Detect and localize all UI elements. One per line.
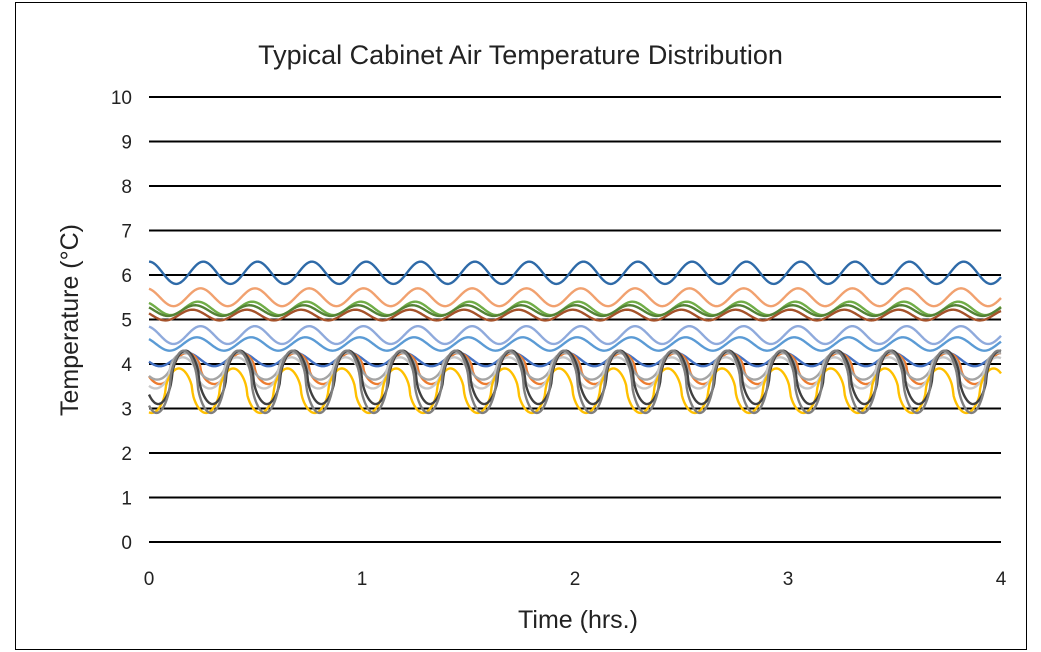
y-tick-labels: 0 1 2 3 4 5 6 7 8 9 10 <box>111 88 133 554</box>
y-tick-label-9: 9 <box>121 133 132 154</box>
x-tick-label-0: 0 <box>144 569 155 590</box>
x-tick-label-3: 3 <box>783 569 794 590</box>
series-line-5 <box>148 308 1002 322</box>
x-tick-label-2: 2 <box>570 569 581 590</box>
chart-title: Typical Cabinet Air Temperature Distribu… <box>258 40 783 70</box>
x-tick-label-4: 4 <box>996 569 1007 590</box>
series-line-4 <box>148 304 1002 318</box>
y-tick-label-8: 8 <box>121 177 132 198</box>
series-line-12 <box>148 367 1002 415</box>
y-tick-label-5: 5 <box>121 311 132 332</box>
x-tick-label-1: 1 <box>357 569 368 590</box>
y-tick-label-0: 0 <box>121 533 132 554</box>
x-axis-title: Time (hrs.) <box>518 606 638 634</box>
series-layer <box>147 260 1002 415</box>
gridlines <box>149 96 1001 543</box>
y-tick-label-10: 10 <box>111 88 132 109</box>
y-tick-label-2: 2 <box>121 444 132 465</box>
x-tick-labels: 0 1 2 3 4 <box>144 569 1007 590</box>
y-axis-title: Temperature (°C) <box>56 224 84 416</box>
series-line-2 <box>148 287 1002 308</box>
y-tick-label-6: 6 <box>121 266 132 287</box>
series-line-1 <box>148 260 1002 286</box>
series-line-7 <box>148 336 1002 352</box>
series-line-14 <box>147 349 1002 415</box>
y-tick-label-1: 1 <box>121 489 132 510</box>
series-line-6 <box>148 324 1002 346</box>
y-tick-label-7: 7 <box>121 222 132 243</box>
y-tick-label-3: 3 <box>121 400 132 421</box>
y-tick-label-4: 4 <box>121 355 132 376</box>
